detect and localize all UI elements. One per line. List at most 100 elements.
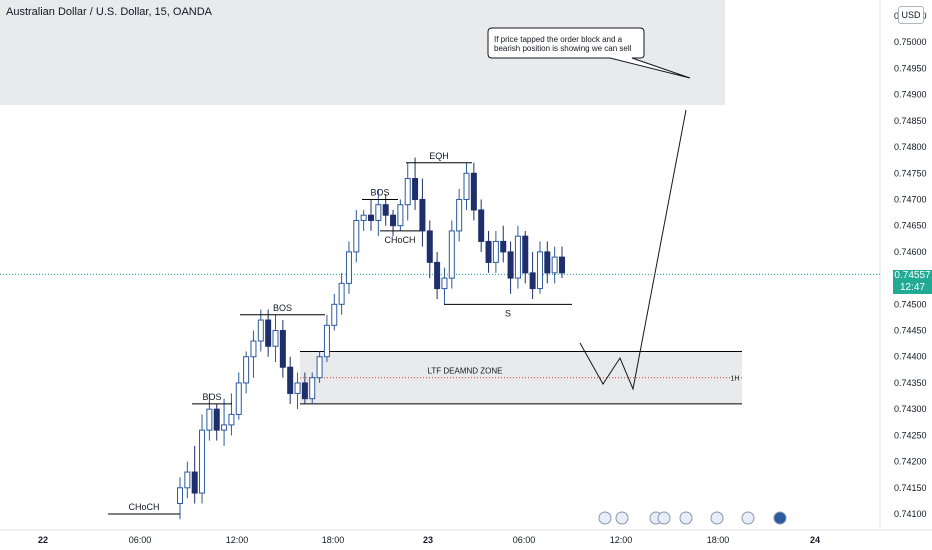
y-tick-label: 0.74400	[894, 352, 927, 362]
candle-body	[368, 214, 374, 221]
candle-body	[265, 319, 272, 347]
y-tick-label: 0.74700	[894, 194, 927, 204]
candle-body	[309, 377, 316, 400]
y-tick-label: 0.75000	[894, 37, 927, 47]
candle-body	[544, 251, 551, 274]
callout-text-line1: If price tapped the order block and a	[494, 35, 623, 44]
x-tick-label: 12:00	[610, 535, 633, 545]
candle-body	[206, 408, 213, 431]
x-tick-label: 23	[423, 535, 433, 545]
candle-body	[272, 330, 279, 347]
us-flag-icon[interactable]	[615, 511, 629, 525]
last-price-tag: 0.74557 12:47	[893, 270, 932, 294]
y-tick-label: 0.74500	[894, 299, 927, 309]
bar-countdown: 12:47	[899, 282, 926, 293]
candle-body	[221, 424, 228, 431]
y-tick-label: 0.74100	[894, 509, 927, 519]
eqh-label: EQH	[429, 151, 449, 161]
candle-body	[485, 240, 492, 263]
us-flag-icon[interactable]	[741, 511, 755, 525]
us-flag-icon[interactable]	[679, 511, 693, 525]
candle-body	[345, 251, 352, 284]
candle-body	[522, 235, 529, 274]
candle-body	[287, 366, 294, 394]
y-tick-label: 0.74200	[894, 457, 927, 467]
candle-body	[419, 198, 426, 232]
candle-body	[412, 178, 419, 200]
bos-2-label: BOS	[273, 303, 292, 313]
choch-low-label: CHoCH	[128, 502, 159, 512]
us-flag-icon[interactable]	[710, 511, 724, 525]
x-tick-label: 24	[810, 535, 820, 545]
candle-body	[191, 471, 198, 494]
candle-body	[235, 382, 242, 415]
candle-body	[301, 382, 308, 400]
candle-body	[294, 382, 301, 394]
us-flag-icon[interactable]	[657, 511, 671, 525]
bos-1-label: BOS	[202, 392, 221, 402]
y-tick-label: 0.74150	[894, 483, 927, 493]
demand-zone-label: LTF DEAMND ZONE	[428, 367, 503, 376]
candle-body	[536, 251, 543, 290]
candle-body	[250, 340, 257, 358]
candle-body	[331, 303, 338, 326]
choch-high-label: CHoCH	[384, 235, 415, 245]
candle-body	[353, 219, 360, 253]
candle-body	[316, 356, 323, 379]
candle-body	[279, 330, 286, 368]
candle-body	[338, 282, 345, 305]
callout-text-line2: bearish position is showing we can sell	[494, 44, 632, 53]
x-tick-label: 06:00	[513, 535, 536, 545]
y-tick-label: 0.74350	[894, 378, 927, 388]
candle-body	[243, 356, 250, 384]
candle-body	[213, 408, 220, 431]
candle-body	[199, 429, 206, 494]
candle-body	[463, 172, 470, 200]
candle-body	[426, 230, 433, 263]
y-tick-label: 0.74850	[894, 116, 927, 126]
candle-body	[559, 256, 565, 274]
candle-body	[441, 277, 448, 290]
chart-title: Australian Dollar / U.S. Dollar, 15, OAN…	[6, 6, 213, 18]
candle-body	[492, 240, 499, 263]
projected-path	[579, 109, 687, 391]
candle-body	[390, 214, 397, 227]
candle-body	[456, 198, 463, 232]
candle-body	[397, 204, 404, 227]
demand-zone	[300, 351, 742, 404]
callout-box	[487, 27, 691, 79]
candle-body	[529, 272, 536, 290]
y-tick-label: 0.74450	[894, 326, 927, 336]
candle-body	[551, 256, 558, 274]
y-tick-label: 0.74800	[894, 142, 927, 152]
au-flag-icon[interactable]	[773, 511, 787, 525]
candle-body	[448, 230, 455, 279]
y-tick-label: 0.74650	[894, 221, 927, 231]
sell-level-label: S	[505, 308, 511, 318]
candle-body	[470, 172, 477, 211]
last-price-value: 0.74557	[894, 270, 931, 281]
currency-button[interactable]: USD	[898, 6, 924, 24]
x-tick-label: 12:00	[226, 535, 249, 545]
us-flag-icon[interactable]	[598, 511, 612, 525]
candle-body	[228, 413, 235, 426]
demand-zone-timeframe: 1H	[731, 376, 740, 383]
candle-body	[382, 204, 389, 216]
y-tick-label: 0.74900	[894, 90, 927, 100]
candle-body	[375, 204, 382, 221]
x-tick-label: 18:00	[707, 535, 730, 545]
candle-body	[184, 471, 191, 489]
x-tick-label: 06:00	[129, 535, 152, 545]
candle-body	[257, 319, 264, 342]
x-tick-label: 18:00	[322, 535, 345, 545]
candle-body	[507, 251, 514, 279]
candle-body	[404, 178, 411, 206]
candle-body	[360, 214, 367, 221]
candle-body	[323, 324, 330, 358]
bos-3-label: BOS	[370, 187, 389, 197]
y-tick-label: 0.74600	[894, 247, 927, 257]
candle-body	[478, 209, 485, 242]
y-tick-label: 0.74300	[894, 404, 927, 414]
